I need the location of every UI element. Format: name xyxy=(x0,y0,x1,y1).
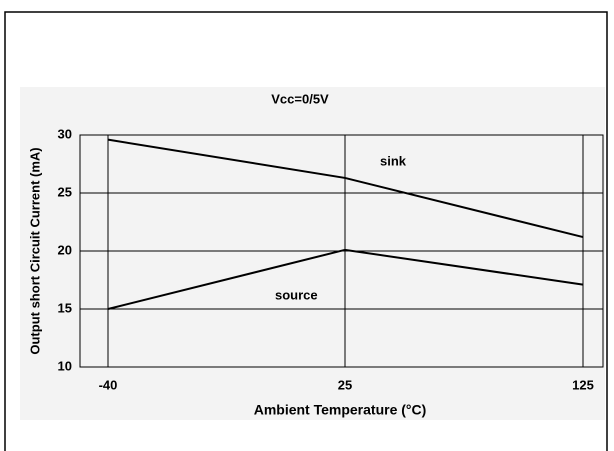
y-tick-label: 25 xyxy=(58,184,72,199)
frame xyxy=(4,11,608,451)
x-axis-label: Ambient Temperature (°C) xyxy=(254,402,427,418)
data-line xyxy=(107,138,584,239)
data-line xyxy=(107,248,584,310)
y-tick-label: 15 xyxy=(58,300,72,315)
y-axis-label: Output short Circuit Current (mA) xyxy=(27,147,42,354)
chart-panel xyxy=(20,87,605,420)
x-tick-label: 25 xyxy=(338,377,352,392)
series-label: source xyxy=(275,287,318,302)
x-tick-label: -40 xyxy=(99,377,118,392)
y-tick-label: 30 xyxy=(58,126,72,141)
series-label: sink xyxy=(380,153,407,168)
chart-title: Vcc=0/5V xyxy=(271,91,329,106)
y-tick-label: 10 xyxy=(58,358,72,373)
x-tick-label: 125 xyxy=(572,377,594,392)
y-tick-label: 20 xyxy=(58,242,72,257)
